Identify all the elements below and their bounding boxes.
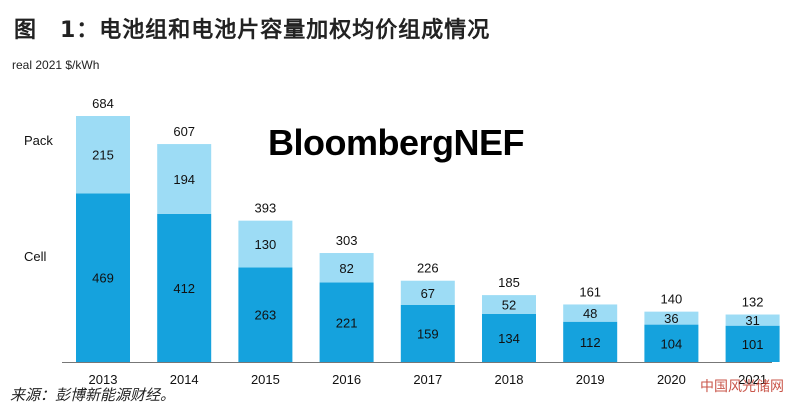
total-value-label: 161 (579, 284, 601, 299)
bar-cell-2017 (400, 304, 455, 362)
pack-value-label: 130 (255, 237, 277, 252)
bar-cell-2014 (157, 213, 212, 362)
total-value-label: 140 (661, 292, 683, 307)
bar-pack-2017 (400, 280, 455, 305)
pack-value-label: 67 (421, 286, 435, 301)
x-tick-label: 2015 (251, 372, 280, 387)
unit-label: real 2021 $/kWh (12, 58, 100, 72)
bar-pack-2013 (76, 116, 130, 194)
bar-pack-2016 (319, 253, 374, 283)
bar-cell-2018 (482, 313, 536, 362)
pack-value-label: 194 (173, 172, 195, 187)
x-tick-label: 2014 (170, 372, 199, 387)
cell-value-label: 469 (92, 271, 114, 286)
cell-value-label: 104 (661, 336, 683, 351)
total-value-label: 684 (92, 96, 114, 111)
cell-value-label: 112 (580, 335, 601, 350)
cell-value-label: 134 (498, 331, 520, 346)
total-value-label: 185 (498, 275, 520, 290)
cell-value-label: 101 (742, 337, 764, 352)
x-tick-label: 2013 (89, 372, 118, 387)
x-tick-label: 2021 (738, 372, 767, 387)
x-tick-label: 2020 (657, 372, 686, 387)
bar-pack-2015 (238, 220, 293, 268)
bar-cell-2013 (76, 193, 130, 362)
bar-pack-2014 (157, 144, 212, 214)
bar-cell-2020 (644, 324, 699, 362)
pack-value-label: 31 (745, 313, 759, 328)
pack-value-label: 52 (502, 297, 516, 312)
brand-logo-text: BloombergNEF (268, 122, 525, 163)
pack-value-label: 36 (664, 311, 678, 326)
cell-value-label: 412 (173, 281, 195, 296)
bar-group (76, 116, 780, 362)
bar-cell-2016 (319, 282, 374, 362)
cell-value-label: 263 (255, 308, 277, 323)
total-value-label: 303 (336, 233, 358, 248)
cell-value-label: 159 (417, 326, 439, 341)
bar-pack-2018 (482, 295, 536, 314)
pack-value-label: 82 (339, 261, 353, 276)
total-value-label: 132 (742, 295, 764, 310)
pack-value-label: 215 (92, 148, 114, 163)
x-tick-label: 2017 (413, 372, 442, 387)
label-group: 469 215 684 2013 412 194 607 2014 263 130 393 2015 2… (24, 96, 767, 387)
total-value-label: 607 (173, 124, 195, 139)
watermark: 中国风光储网 (700, 379, 784, 395)
legend-pack: Pack (24, 133, 53, 148)
chart-title: 图 1：电池组和电池片容量加权均价组成情况 (14, 18, 491, 43)
bar-pack-2019 (563, 304, 618, 322)
pack-value-label: 48 (583, 306, 597, 321)
bar-cell-2021 (725, 325, 780, 362)
bar-pack-2020 (644, 311, 699, 325)
total-value-label: 226 (417, 261, 439, 276)
source-note: 来源：彭博新能源财经。 (10, 386, 176, 404)
total-value-label: 393 (255, 201, 277, 216)
legend-cell: Cell (24, 249, 47, 264)
x-tick-label: 2018 (495, 372, 524, 387)
bar-cell-2015 (238, 267, 293, 362)
bar-pack-2021 (725, 314, 780, 326)
cell-value-label: 221 (336, 315, 358, 330)
x-tick-label: 2019 (576, 372, 605, 387)
bar-cell-2019 (563, 321, 618, 362)
x-tick-label: 2016 (332, 372, 361, 387)
